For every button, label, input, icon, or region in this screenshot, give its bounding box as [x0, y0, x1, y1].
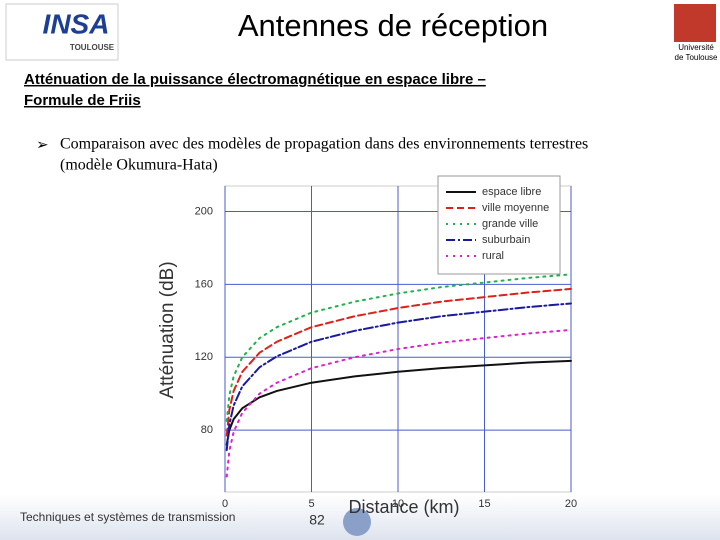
bullet-text: (modèle Okumura-Hata) [60, 157, 218, 174]
legend-label: suburbain [482, 234, 530, 246]
x-tick-label: 20 [565, 498, 577, 510]
bullet-text: Comparaison avec des modèles de propagat… [60, 136, 588, 153]
legend-label: espace libre [482, 186, 541, 198]
bullet-icon: ➢ [36, 136, 49, 154]
slide-title: Antennes de réception [238, 8, 548, 43]
x-axis-label: Distance (km) [348, 497, 459, 517]
y-axis-label: Atténuation (dB) [157, 261, 178, 398]
series-line [225, 359, 572, 446]
logo-left-sub: TOULOUSE [70, 43, 115, 52]
logo-left: INSA [43, 8, 110, 39]
logo-right-line: Université [678, 43, 714, 52]
footer-dot [343, 508, 371, 536]
series-line [225, 287, 572, 437]
y-tick-label: 80 [201, 424, 213, 436]
series-line [225, 302, 572, 452]
subtitle: Atténuation de la puissance électromagné… [24, 71, 486, 88]
y-tick-label: 160 [195, 278, 213, 290]
x-tick-label: 10 [392, 498, 404, 510]
legend-label: ville moyenne [482, 202, 549, 214]
subtitle: Formule de Friis [24, 92, 141, 109]
logo-right-line: de Toulouse [675, 53, 719, 62]
y-tick-label: 120 [195, 351, 213, 363]
logo-right-emblem [674, 4, 716, 42]
legend-label: rural [482, 250, 504, 262]
x-tick-label: 15 [478, 498, 490, 510]
y-tick-label: 200 [195, 205, 213, 217]
logo-left-box [5, 3, 119, 61]
footer-text: Techniques et systèmes de transmission [20, 510, 235, 524]
page-number: 82 [309, 512, 325, 528]
legend-label: grande ville [482, 218, 538, 230]
x-tick-label: 5 [308, 498, 314, 510]
x-tick-label: 0 [222, 498, 228, 510]
